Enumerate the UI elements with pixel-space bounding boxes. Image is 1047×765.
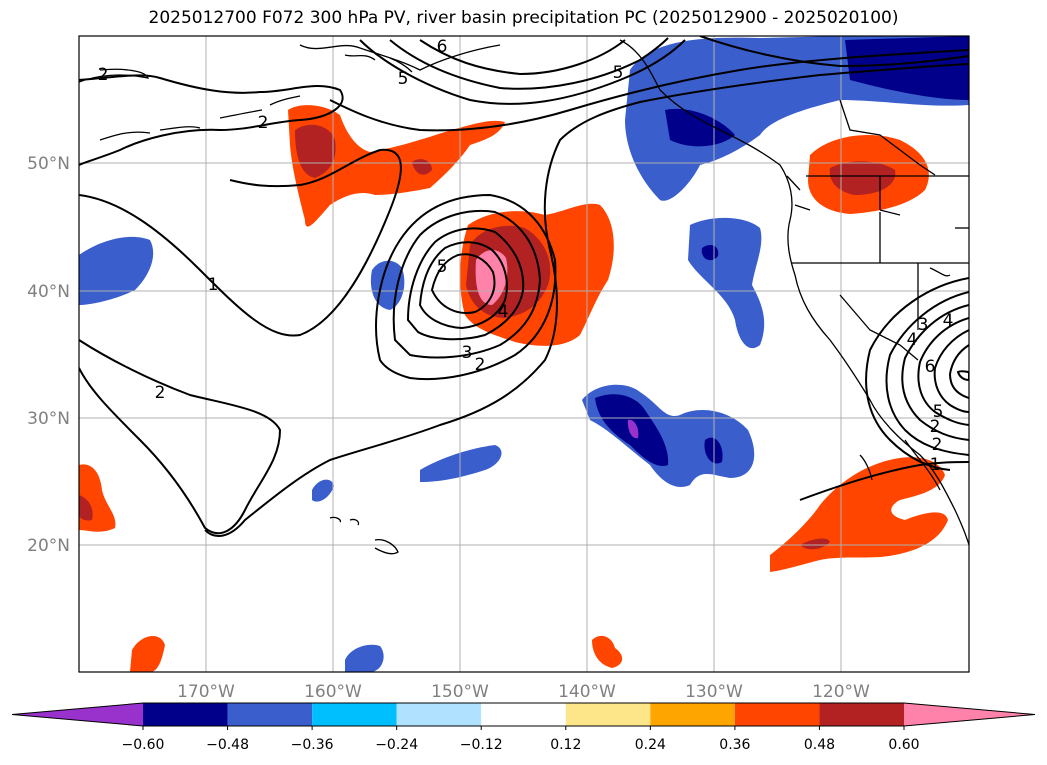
negative-anomaly-area [688, 217, 765, 349]
longitude-labels: 170°W 160°W 150°W 140°W 130°W 120°W [177, 682, 870, 702]
colorbar-segment [227, 703, 313, 726]
colorbar-tick-label: −0.36 [291, 737, 334, 753]
colorbar-tick-label: 0.12 [550, 737, 581, 753]
precip-shading [79, 36, 969, 672]
positive-anomaly-area [592, 635, 623, 668]
negative-anomaly-area [312, 479, 334, 502]
pv-contour-1 [865, 277, 969, 471]
colorbar-segment [481, 703, 566, 726]
contour-label: 1 [208, 275, 219, 295]
negative-anomaly-area [79, 236, 154, 305]
colorbar-segment [312, 703, 397, 726]
contour-label: 1 [930, 455, 941, 475]
contour-label: 6 [925, 357, 936, 377]
positive-anomaly-area [130, 635, 165, 672]
strong-positive-anomaly-area [79, 495, 93, 521]
strong-positive-anomaly-area [295, 124, 336, 178]
graticule [79, 36, 969, 672]
strong-negative-anomaly-area [665, 108, 735, 147]
pv-contour [799, 461, 969, 501]
lon-label-170w: 170°W [177, 682, 235, 702]
colorbar-extend-max [904, 703, 1035, 726]
contour-label: 2 [475, 355, 486, 375]
plot-border [78, 35, 970, 673]
extreme-negative-anomaly-area [627, 419, 639, 439]
pv-contour-5 [406, 227, 525, 341]
contour-label: 6 [437, 37, 448, 57]
pv-contour-3 [901, 304, 969, 441]
pv-contours [79, 36, 969, 537]
map-plot-area: 2 2 1 2 5 5 4 3 2 6 5 3 4 4 6 5 2 1 2 [79, 36, 969, 672]
colorbar-segment [396, 703, 482, 726]
pv-contour-3 [375, 193, 557, 381]
pv-contour [329, 49, 969, 132]
pv-contour [359, 39, 686, 105]
colorbar: −0.60 −0.48 −0.36 −0.24 −0.12 0.12 0.24 0.36 0.4… [11, 702, 1036, 753]
pv-contour-5 [933, 329, 969, 413]
colorbar-tick-label: 0.48 [804, 737, 835, 753]
pv-contour [699, 36, 969, 68]
lat-label-30n: 30°N [27, 409, 70, 429]
contour-label: 2 [258, 113, 269, 133]
lon-label-140w: 140°W [558, 682, 616, 702]
pv-contour [419, 39, 626, 76]
colorbar-segment [734, 703, 820, 726]
pv-contour-2 [79, 339, 282, 535]
contour-label: 2 [932, 435, 943, 455]
colorbar-tick-label: 0.60 [888, 737, 919, 753]
pv-contour-4 [392, 209, 542, 359]
contour-label: 2 [155, 383, 166, 403]
latitude-labels: 50°N 40°N 30°N 20°N [27, 154, 70, 556]
contour-label: 4 [943, 311, 954, 331]
coastlines [79, 39, 969, 555]
contour-label: 4 [907, 330, 918, 350]
colorbar-tick-label: 0.36 [719, 737, 750, 753]
contour-label: 5 [398, 69, 409, 89]
colorbar-extend-min [12, 703, 143, 726]
pv-contour-2 [885, 291, 969, 456]
contour-label: 5 [437, 257, 448, 277]
contour-label: 3 [918, 315, 929, 335]
colorbar-segment [819, 703, 904, 726]
strong-positive-anomaly-area [829, 161, 896, 195]
colorbar-tick-label: −0.60 [122, 737, 165, 753]
lon-label-160w: 160°W [304, 682, 362, 702]
pv-contour-6 [948, 344, 969, 399]
contour-label: 2 [930, 417, 941, 437]
colorbar-segment [650, 703, 735, 726]
colorbar-segment [143, 703, 228, 726]
pv-contour [956, 370, 969, 382]
colorbar-tick-label: −0.48 [206, 737, 249, 753]
lon-label-130w: 130°W [685, 682, 743, 702]
contour-labels: 2 2 1 2 5 5 4 3 2 6 5 3 4 4 6 5 2 1 2 [98, 37, 954, 475]
lon-label-150w: 150°W [431, 682, 489, 702]
negative-anomaly-area [345, 644, 384, 672]
negative-anomaly-area [420, 445, 502, 482]
positive-anomaly-area [770, 457, 948, 572]
lat-label-40n: 40°N [27, 282, 70, 302]
negative-anomaly-area [370, 260, 405, 310]
pv-contour-2 [79, 74, 344, 166]
colorbar-tick-label: −0.24 [375, 737, 418, 753]
lat-label-20n: 20°N [27, 536, 70, 556]
colorbar-segment [565, 703, 651, 726]
colorbar-tick-label: −0.12 [460, 737, 503, 753]
contour-label: 5 [613, 63, 624, 83]
contour-label: 2 [98, 65, 109, 85]
pv-contour-4 [917, 317, 969, 426]
pv-contour-6 [418, 241, 508, 330]
strong-positive-anomaly-area [800, 538, 830, 550]
contour-label: 3 [462, 343, 473, 363]
pv-contour [389, 37, 669, 90]
contour-label: 4 [498, 302, 509, 322]
lon-label-120w: 120°W [812, 682, 870, 702]
colorbar-tick-label: 0.24 [635, 737, 666, 753]
pv-contour-1 [79, 148, 402, 337]
map-title: 2025012700 F072 300 hPa PV, river basin … [148, 8, 899, 28]
contour-label: 5 [933, 402, 944, 422]
pv-contour-7 [430, 253, 496, 314]
lat-label-50n: 50°N [27, 154, 70, 174]
positive-anomaly-area [288, 105, 505, 227]
